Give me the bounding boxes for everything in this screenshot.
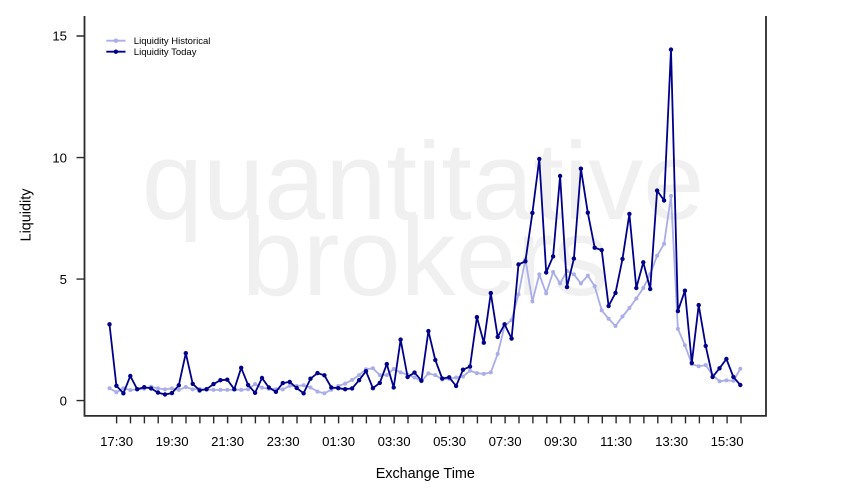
svg-text:brokers: brokers	[242, 196, 609, 319]
svg-text:11:30: 11:30	[600, 434, 632, 449]
svg-text:03:30: 03:30	[378, 434, 411, 449]
svg-text:0: 0	[60, 393, 67, 408]
svg-text:15: 15	[52, 29, 67, 44]
svg-text:Liquidity Today: Liquidity Today	[134, 47, 197, 58]
svg-text:09:30: 09:30	[544, 434, 577, 449]
svg-text:Exchange Time: Exchange Time	[376, 466, 475, 482]
svg-text:01:30: 01:30	[322, 434, 355, 449]
svg-text:23:30: 23:30	[267, 434, 300, 449]
svg-text:quantitative: quantitative	[142, 120, 705, 243]
svg-text:Liquidity: Liquidity	[19, 188, 35, 242]
svg-text:19:30: 19:30	[156, 434, 189, 449]
svg-text:13:30: 13:30	[655, 434, 688, 449]
svg-text:15:30: 15:30	[711, 434, 744, 449]
svg-text:07:30: 07:30	[489, 434, 522, 449]
svg-text:17:30: 17:30	[100, 434, 133, 449]
svg-text:10: 10	[52, 150, 67, 165]
svg-text:Liquidity Historical: Liquidity Historical	[134, 36, 211, 47]
svg-text:05:30: 05:30	[433, 434, 466, 449]
svg-text:21:30: 21:30	[211, 434, 244, 449]
svg-text:5: 5	[60, 272, 67, 287]
